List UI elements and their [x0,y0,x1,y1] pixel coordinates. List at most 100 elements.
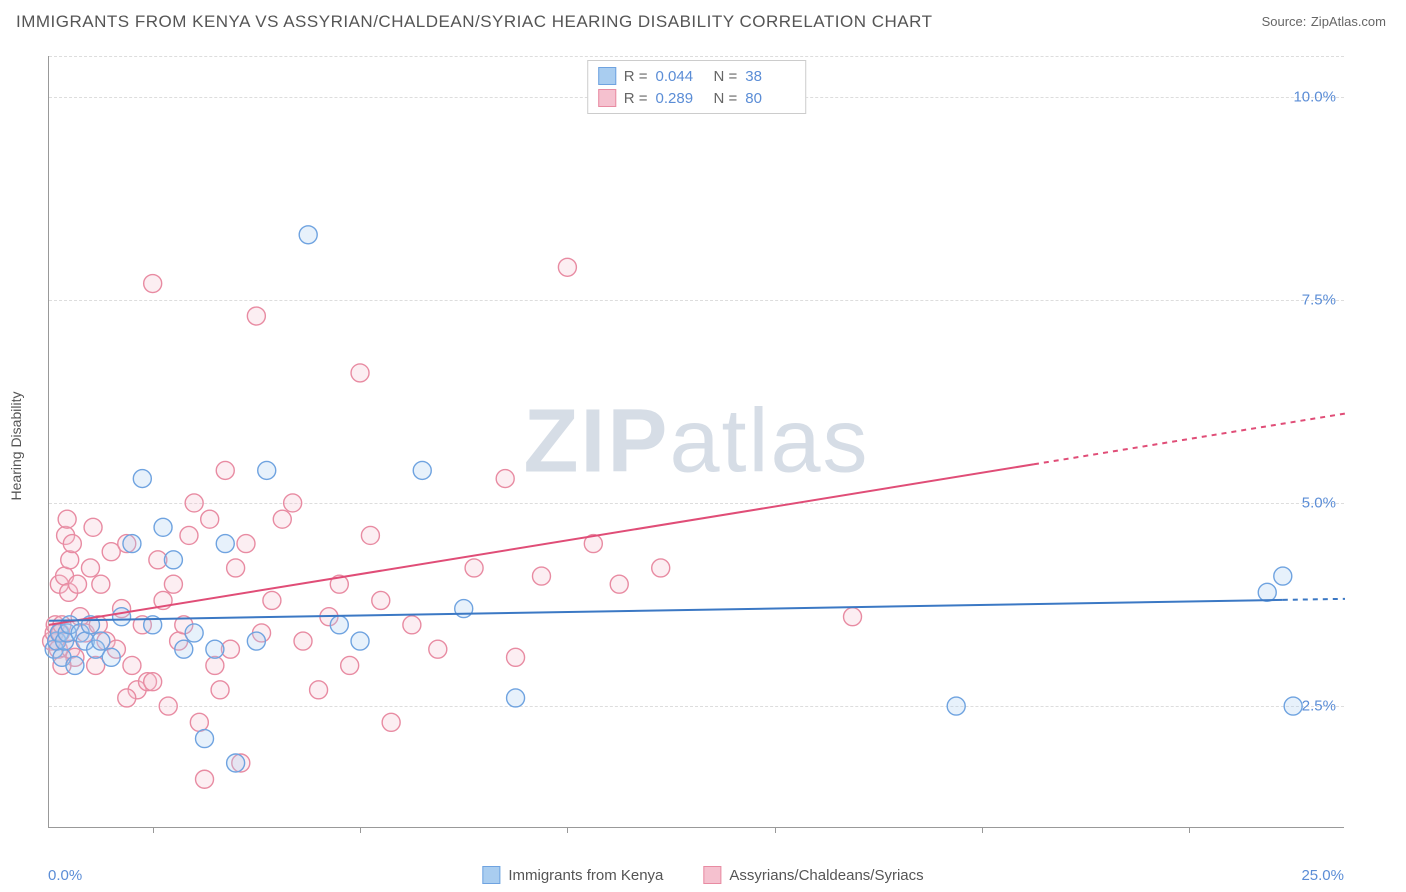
data-point [465,559,483,577]
data-point [1284,697,1302,715]
x-end-label: 25.0% [1301,867,1344,884]
y-axis-label: Hearing Disability [8,392,24,501]
swatch-assyrian-bottom [703,866,721,884]
data-point [164,551,182,569]
stats-legend-box: R = 0.044 N = 38 R = 0.289 N = 80 [587,60,807,114]
data-point [66,656,84,674]
data-point [382,713,400,731]
legend-label-kenya: Immigrants from Kenya [508,867,663,884]
data-point [247,632,265,650]
trend-line [49,464,1034,625]
chart-title: IMMIGRANTS FROM KENYA VS ASSYRIAN/CHALDE… [16,12,932,32]
data-point [133,470,151,488]
source-label: Source: [1262,14,1307,29]
data-point [507,648,525,666]
data-point [144,275,162,293]
data-point [92,632,110,650]
data-point [341,656,359,674]
data-point [1258,583,1276,601]
data-point [81,559,99,577]
legend-item-kenya: Immigrants from Kenya [482,866,663,884]
data-point [102,648,120,666]
legend-item-assyrian: Assyrians/Chaldeans/Syriacs [703,866,923,884]
n-label-assyrian: N = [714,90,738,107]
data-point [144,673,162,691]
data-point [185,494,203,512]
data-point [61,551,79,569]
data-point [164,575,182,593]
legend-row-kenya: R = 0.044 N = 38 [598,65,796,87]
data-point [351,364,369,382]
data-point [92,575,110,593]
data-point [310,681,328,699]
data-point [58,510,76,528]
data-point [118,689,136,707]
data-point [211,681,229,699]
data-point [372,591,390,609]
source-value: ZipAtlas.com [1311,14,1386,29]
data-point [610,575,628,593]
data-point [159,697,177,715]
legend-row-assyrian: R = 0.289 N = 80 [598,87,796,109]
data-point [455,600,473,618]
data-point [532,567,550,585]
data-point [429,640,447,658]
data-point [206,640,224,658]
trend-line [49,600,1283,621]
r-label-assyrian: R = [624,90,648,107]
data-point [507,689,525,707]
chart-area: ZIPatlas 2.5%5.0%7.5%10.0% R = 0.044 N =… [48,56,1344,828]
data-point [294,632,312,650]
swatch-kenya-bottom [482,866,500,884]
data-point [351,632,369,650]
data-point [1274,567,1292,585]
data-point [361,526,379,544]
n-value-kenya: 38 [745,68,795,85]
title-bar: IMMIGRANTS FROM KENYA VS ASSYRIAN/CHALDE… [0,0,1406,38]
swatch-assyrian [598,89,616,107]
data-point [123,656,141,674]
data-point [330,616,348,634]
data-point [413,461,431,479]
data-point [844,608,862,626]
legend-label-assyrian: Assyrians/Chaldeans/Syriacs [729,867,923,884]
trend-line-dashed [1034,414,1345,465]
data-point [227,559,245,577]
scatter-plot-svg [49,56,1344,827]
data-point [113,608,131,626]
data-point [175,640,193,658]
data-point [201,510,219,528]
swatch-kenya [598,67,616,85]
data-point [123,535,141,553]
data-point [284,494,302,512]
data-point [258,461,276,479]
data-point [84,518,102,536]
data-point [216,535,234,553]
data-point [154,518,172,536]
data-point [227,754,245,772]
r-value-kenya: 0.044 [656,68,706,85]
data-point [180,526,198,544]
data-point [196,770,214,788]
data-point [206,656,224,674]
data-point [185,624,203,642]
data-point [299,226,317,244]
data-point [190,713,208,731]
data-point [273,510,291,528]
data-point [947,697,965,715]
data-point [496,470,514,488]
x-start-label: 0.0% [48,867,82,884]
data-point [558,258,576,276]
data-point [63,535,81,553]
bottom-legend: Immigrants from Kenya Assyrians/Chaldean… [482,866,923,884]
r-value-assyrian: 0.289 [656,90,706,107]
data-point [69,575,87,593]
data-point [216,461,234,479]
data-point [403,616,421,634]
r-label-kenya: R = [624,68,648,85]
source-block: Source: ZipAtlas.com [1262,13,1386,31]
n-label-kenya: N = [714,68,738,85]
data-point [237,535,255,553]
trend-line-dashed [1283,599,1345,600]
data-point [652,559,670,577]
